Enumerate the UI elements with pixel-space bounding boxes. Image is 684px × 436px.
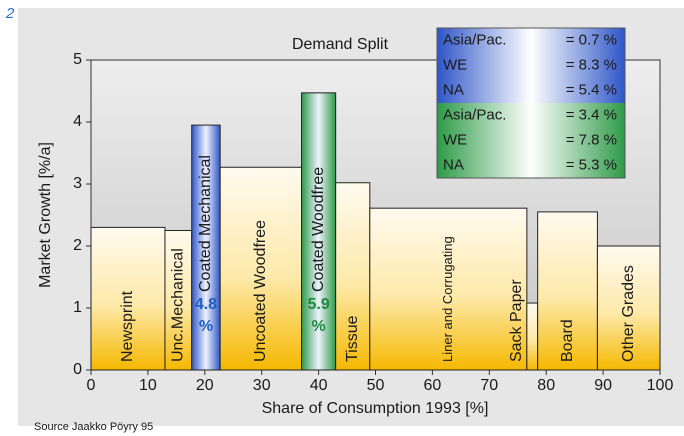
legend-group [437,103,625,178]
bar-annotation: 5.9 [307,296,329,313]
x-tick-label: 0 [87,377,96,394]
x-tick-label: 100 [647,377,674,394]
y-tick-label: 0 [73,361,82,378]
legend-value: = 7.8 % [566,131,617,148]
legend-region: Asia/Pac. [443,31,506,48]
x-axis-label: Share of Consumption 1993 [%] [262,400,489,417]
x-tick-label: 80 [537,377,555,394]
y-axis-label: Market Growth [%/a] [37,142,54,288]
bar-label: Unc.Mechanical [170,248,187,362]
bar-label: Coated Mechanical [197,155,214,292]
bar-label: Uncoated Woodfree [252,220,269,362]
bar-annotation: 4.8 [195,296,217,313]
bar-label: Liner and Corrugating [440,236,455,362]
x-tick-label: 50 [367,377,385,394]
y-tick-label: 3 [73,175,82,192]
chart-title: Demand Split [292,36,389,53]
x-tick-label: 10 [139,377,157,394]
bar-label: Newsprint [119,290,136,362]
bar [164,230,193,371]
legend-region: NA [443,156,464,173]
legend-region: WE [443,131,467,148]
y-tick-label: 1 [73,299,82,316]
bar-label: Tissue [344,315,361,362]
bar-label: Board [559,319,576,362]
legend-value: = 5.3 % [566,156,617,173]
x-tick-label: 90 [594,377,612,394]
y-tick-label: 4 [73,113,82,130]
x-tick-label: 40 [310,377,328,394]
bar [90,226,166,371]
x-tick-label: 60 [424,377,442,394]
bar-label: Sack Paper [508,279,525,362]
y-tick-label: 2 [73,237,82,254]
legend-value: = 3.4 % [566,106,617,123]
bar [526,302,539,371]
bar [219,166,303,371]
legend-frame [436,27,626,179]
legend-region: Asia/Pac. [443,106,506,123]
x-tick-label: 20 [196,377,214,394]
figure-label: 2 [5,5,15,22]
x-tick-label: 30 [253,377,271,394]
source-note: Source Jaakko Pöyry 95 [34,421,153,433]
x-tick-label: 70 [480,377,498,394]
bar-label: Coated Woodfree [310,167,327,292]
bar-label: Other Grades [620,265,637,362]
bar-annotation: % [311,318,325,335]
bar [537,211,598,371]
legend-value: = 8.3 % [566,56,617,73]
bar [596,245,661,371]
legend-region: NA [443,81,464,98]
legend-value: = 5.4 % [566,81,617,98]
bar-annotation: % [199,318,213,335]
legend-value: = 0.7 % [566,31,617,48]
bar [369,207,528,371]
y-tick-label: 5 [73,51,82,68]
bar [301,92,337,371]
legend-group [437,28,625,103]
legend-region: WE [443,56,467,73]
